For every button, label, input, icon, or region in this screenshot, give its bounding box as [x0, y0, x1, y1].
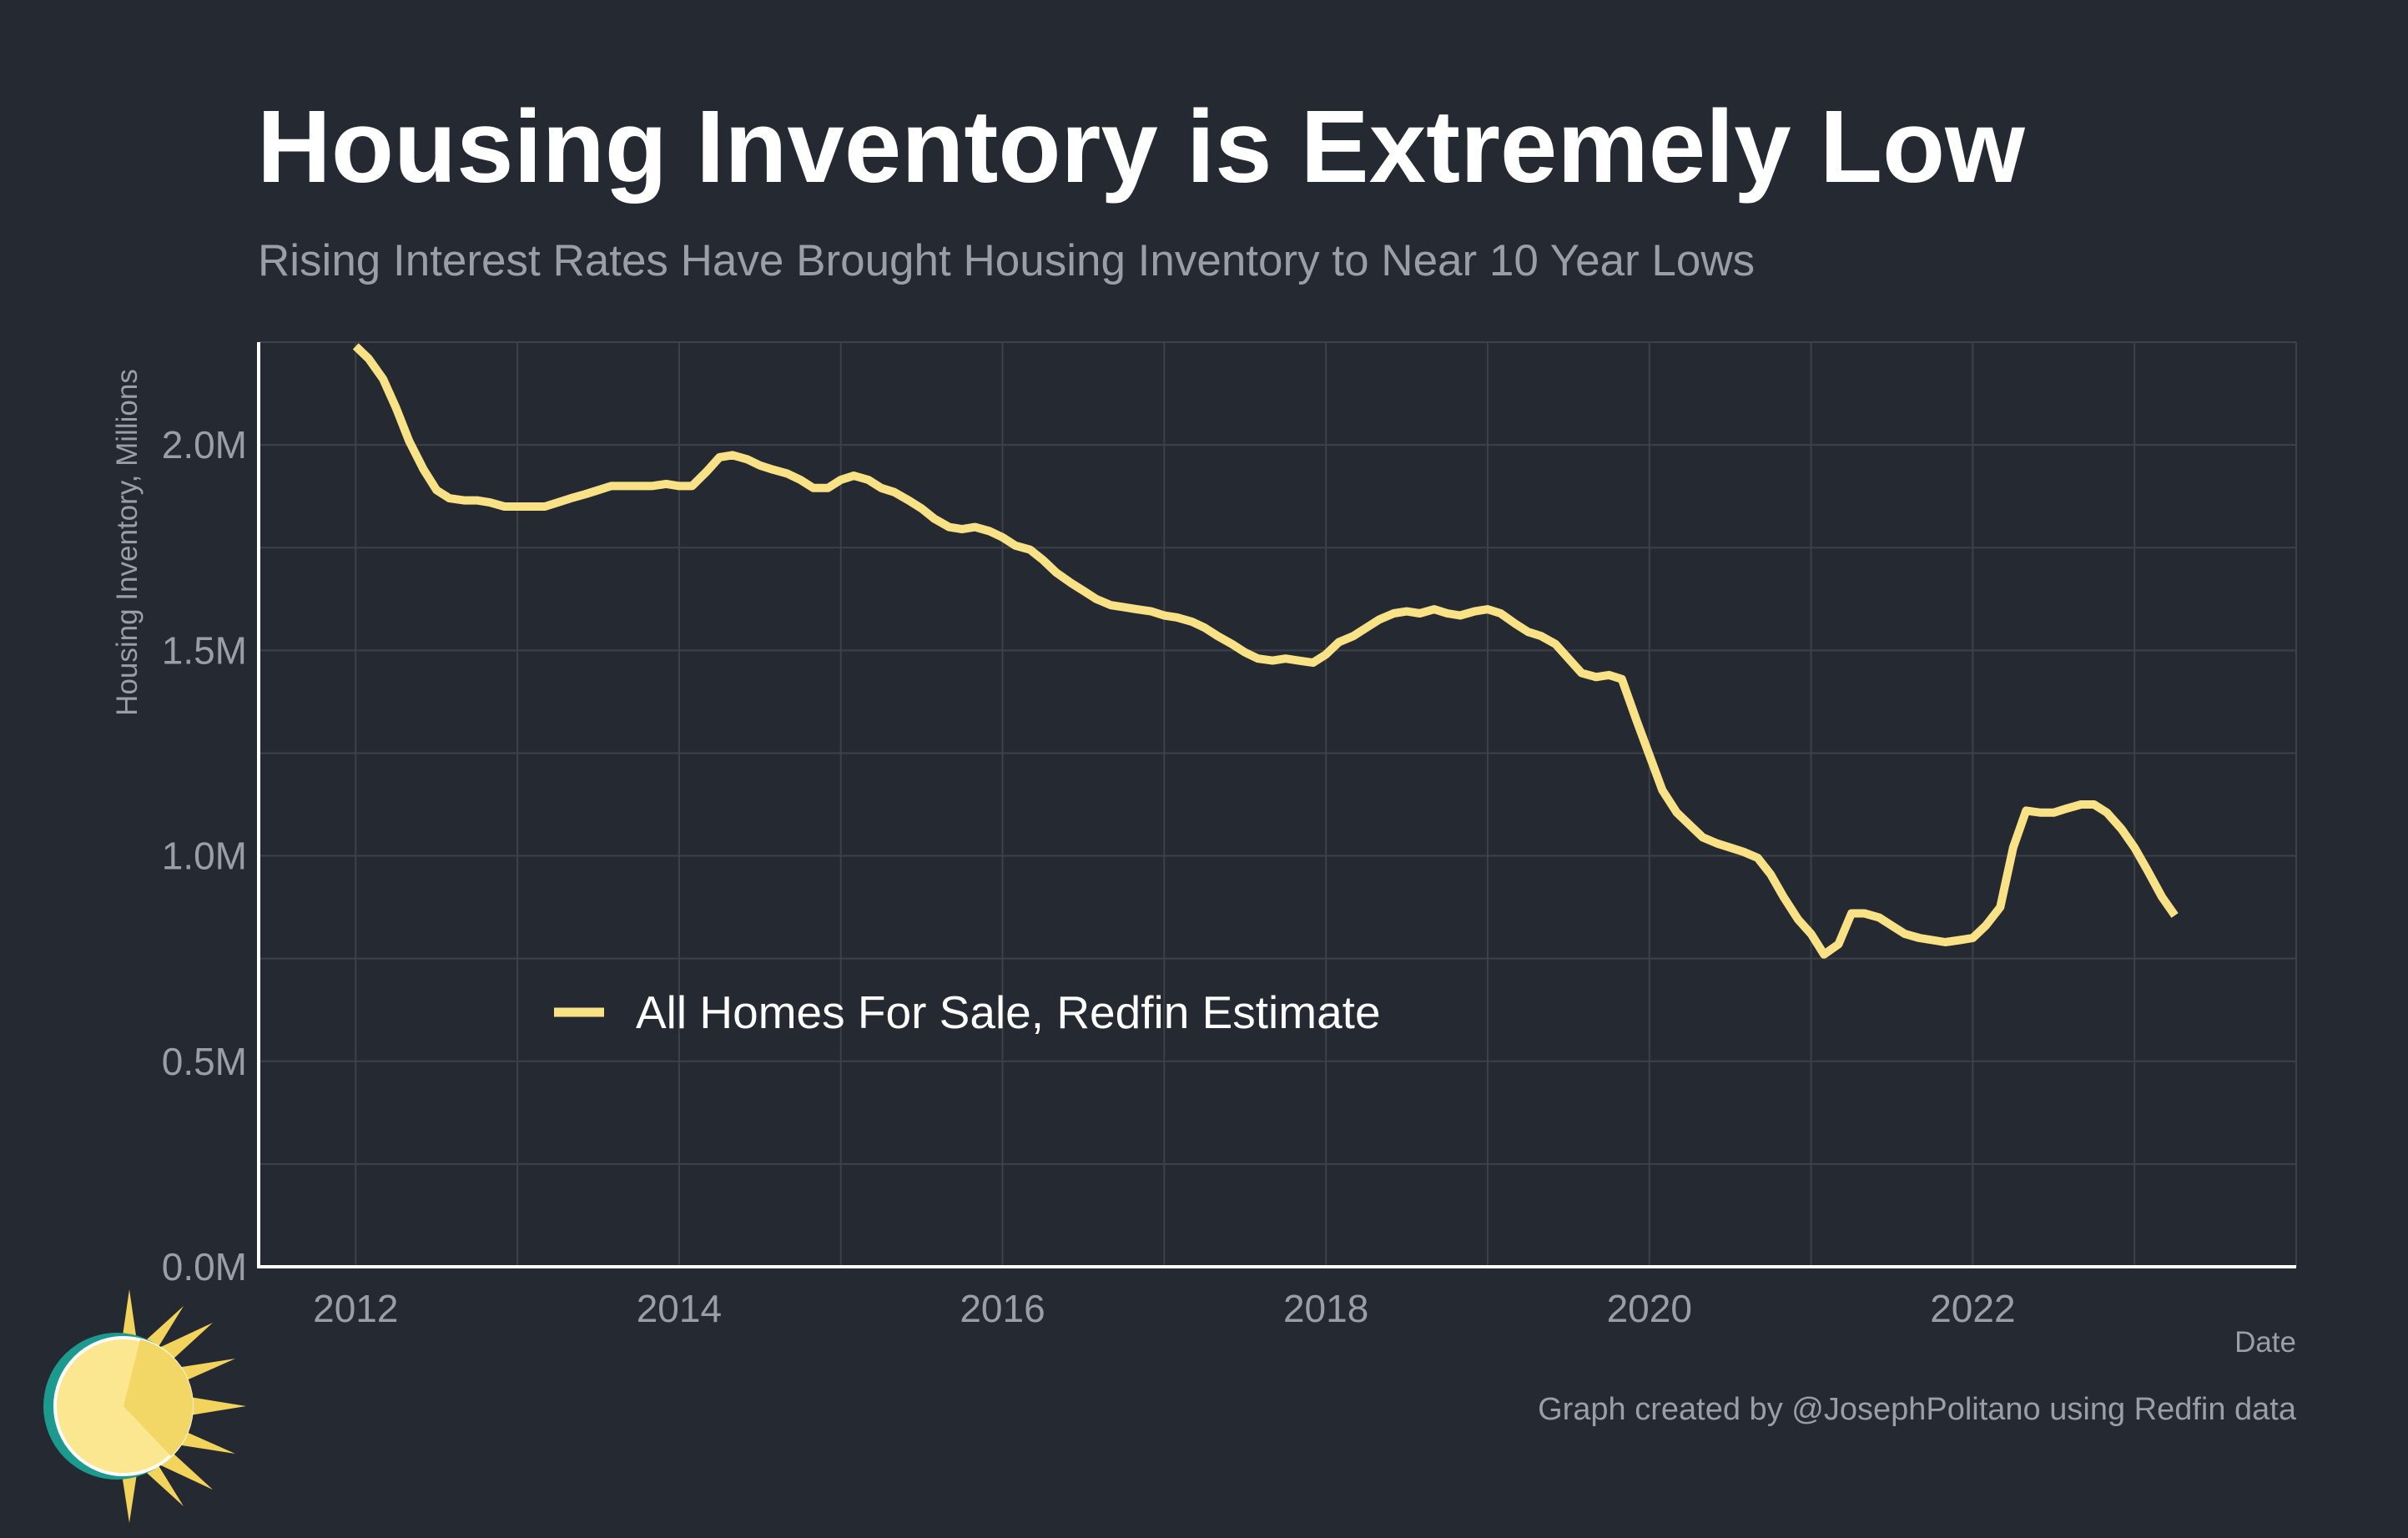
x-tick-label: 2016 — [960, 1287, 1045, 1330]
y-tick-label: 0.0M — [162, 1245, 247, 1288]
y-tick-label: 1.5M — [162, 628, 247, 672]
sun-logo-icon — [43, 1289, 246, 1523]
x-tick-label: 2012 — [313, 1287, 398, 1330]
legend: All Homes For Sale, Redfin Estimate — [554, 986, 1381, 1038]
y-axis-title: Housing Inventory, Millions — [111, 369, 144, 716]
y-tick-label: 2.0M — [162, 423, 247, 466]
axes — [257, 342, 2296, 1268]
source-caption: Graph created by @JosephPolitano using R… — [1538, 1392, 2297, 1427]
series-line — [352, 343, 2179, 959]
tick-labels: 0.0M 0.5M 1.0M 1.5M 2.0M 2012 2014 2016 2018 2020… — [162, 423, 2016, 1330]
x-axis-title: Date — [2234, 1326, 2296, 1359]
series-layer — [352, 343, 2179, 959]
legend-label: All Homes For Sale, Redfin Estimate — [636, 986, 1381, 1038]
chart-subtitle: Rising Interest Rates Have Brought Housi… — [258, 236, 1755, 285]
x-tick-label: 2020 — [1607, 1287, 1692, 1330]
x-tick-label: 2018 — [1283, 1287, 1368, 1330]
x-tick-label: 2022 — [1930, 1287, 2015, 1330]
y-tick-label: 1.0M — [162, 835, 247, 878]
chart-title: Housing Inventory is Extremely Low — [257, 90, 2025, 204]
y-tick-label: 0.5M — [162, 1040, 247, 1083]
x-tick-label: 2014 — [637, 1287, 722, 1330]
grid-lines — [259, 341, 2297, 1268]
